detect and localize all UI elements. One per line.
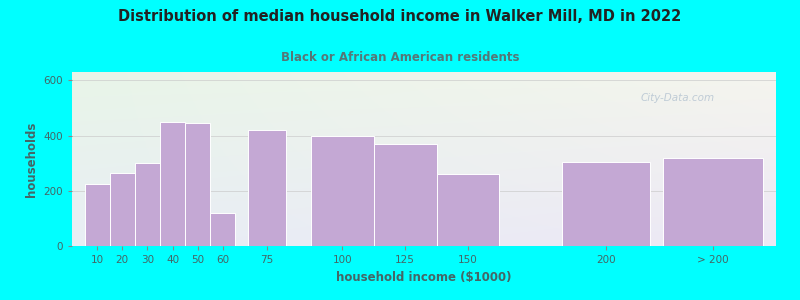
Bar <box>437 174 499 246</box>
Bar <box>85 184 110 246</box>
Text: Distribution of median household income in Walker Mill, MD in 2022: Distribution of median household income … <box>118 9 682 24</box>
Bar <box>311 136 374 246</box>
Text: Black or African American residents: Black or African American residents <box>281 51 519 64</box>
Bar <box>663 158 763 246</box>
Bar <box>374 144 437 246</box>
Bar <box>160 122 185 246</box>
Bar <box>135 163 160 246</box>
Bar <box>248 130 286 246</box>
Y-axis label: households: households <box>25 121 38 197</box>
X-axis label: household income ($1000): household income ($1000) <box>336 271 512 284</box>
Text: City-Data.com: City-Data.com <box>640 93 714 103</box>
Bar <box>185 123 210 246</box>
Bar <box>562 162 650 246</box>
Bar <box>110 173 135 246</box>
Bar <box>210 213 235 246</box>
